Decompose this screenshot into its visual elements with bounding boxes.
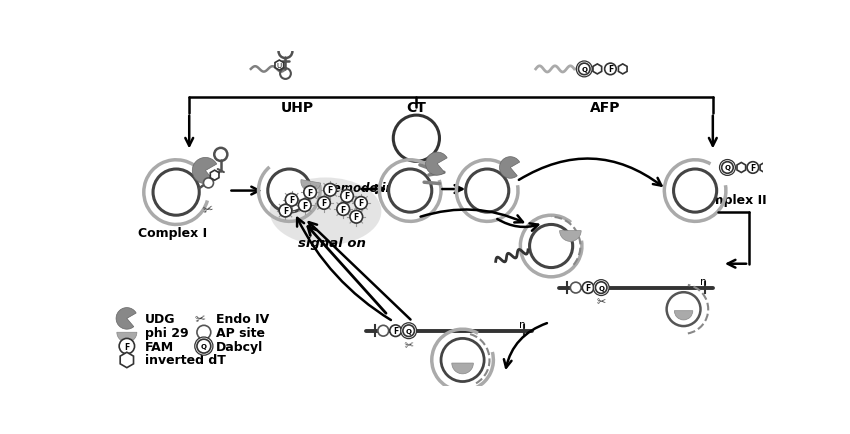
Wedge shape <box>192 158 217 184</box>
Text: F: F <box>308 188 313 197</box>
Text: Q: Q <box>598 285 604 291</box>
Circle shape <box>719 160 735 176</box>
Text: ✂: ✂ <box>195 311 207 326</box>
Circle shape <box>570 283 581 293</box>
Text: ✂: ✂ <box>404 339 414 350</box>
Text: Endo IV: Endo IV <box>216 312 269 325</box>
Circle shape <box>286 194 298 207</box>
Ellipse shape <box>269 178 382 246</box>
Text: F: F <box>344 192 349 201</box>
Wedge shape <box>559 231 581 242</box>
Circle shape <box>579 64 590 76</box>
Wedge shape <box>116 332 137 342</box>
Text: Q: Q <box>581 67 587 73</box>
Text: FAM: FAM <box>144 340 173 353</box>
Text: F: F <box>341 205 346 214</box>
Text: Q: Q <box>405 328 411 334</box>
Text: ✂: ✂ <box>201 202 215 217</box>
Circle shape <box>153 170 199 216</box>
Wedge shape <box>452 363 473 374</box>
Text: remodeling: remodeling <box>328 181 403 194</box>
Circle shape <box>604 64 616 76</box>
Circle shape <box>378 326 388 336</box>
Circle shape <box>582 282 594 294</box>
Text: F: F <box>751 164 756 173</box>
Polygon shape <box>275 61 284 71</box>
Circle shape <box>303 186 316 199</box>
Polygon shape <box>593 65 602 75</box>
Circle shape <box>576 62 592 78</box>
Circle shape <box>324 184 337 197</box>
Wedge shape <box>500 158 519 179</box>
Text: Dabcyl: Dabcyl <box>216 340 264 353</box>
Circle shape <box>403 325 415 337</box>
Circle shape <box>466 170 509 213</box>
Circle shape <box>298 200 311 212</box>
Circle shape <box>119 339 134 354</box>
Circle shape <box>203 178 213 188</box>
Text: U: U <box>277 63 282 69</box>
Text: F: F <box>302 201 308 210</box>
Text: CT: CT <box>406 101 427 115</box>
Circle shape <box>593 280 609 296</box>
Circle shape <box>388 170 432 213</box>
Text: AP site: AP site <box>216 326 265 339</box>
Text: phi 29: phi 29 <box>144 326 188 339</box>
Circle shape <box>394 116 439 162</box>
Circle shape <box>441 339 484 381</box>
Text: F: F <box>586 283 591 293</box>
Circle shape <box>673 170 717 213</box>
Text: F: F <box>283 207 288 216</box>
Text: AFP: AFP <box>590 101 620 115</box>
Polygon shape <box>210 171 219 181</box>
Circle shape <box>197 339 211 353</box>
Wedge shape <box>301 180 320 192</box>
Circle shape <box>666 293 700 326</box>
Wedge shape <box>116 308 136 329</box>
Circle shape <box>337 203 349 216</box>
Text: Q: Q <box>201 343 207 349</box>
Text: F: F <box>359 199 364 208</box>
Circle shape <box>341 190 354 203</box>
Circle shape <box>595 282 607 294</box>
Wedge shape <box>674 311 693 320</box>
Text: F: F <box>124 342 129 351</box>
Text: F: F <box>327 186 332 195</box>
Polygon shape <box>760 163 768 173</box>
Text: F: F <box>393 326 398 335</box>
Circle shape <box>390 325 401 337</box>
Circle shape <box>400 323 416 339</box>
Circle shape <box>530 225 573 268</box>
Text: n: n <box>700 276 707 286</box>
Circle shape <box>354 197 367 210</box>
Text: n: n <box>519 319 526 329</box>
Text: inverted dT: inverted dT <box>144 354 225 367</box>
Text: signal on: signal on <box>298 236 366 249</box>
Text: F: F <box>354 213 359 222</box>
Text: UHP: UHP <box>280 101 314 115</box>
Circle shape <box>279 205 292 217</box>
Wedge shape <box>426 153 447 176</box>
Text: F: F <box>608 65 613 74</box>
Circle shape <box>268 170 311 213</box>
Text: UDG: UDG <box>144 312 175 325</box>
Circle shape <box>195 337 213 355</box>
Text: Complex I: Complex I <box>138 226 207 239</box>
Circle shape <box>197 326 211 339</box>
Polygon shape <box>120 352 133 368</box>
Circle shape <box>722 162 734 174</box>
Polygon shape <box>737 163 745 173</box>
Text: ✂: ✂ <box>597 297 606 307</box>
Text: F: F <box>289 196 294 205</box>
Text: Complex II: Complex II <box>693 194 767 207</box>
Circle shape <box>350 211 363 224</box>
Text: F: F <box>321 199 326 208</box>
Text: Q: Q <box>724 165 730 171</box>
Polygon shape <box>619 65 627 75</box>
Circle shape <box>747 162 759 174</box>
Circle shape <box>318 197 331 210</box>
